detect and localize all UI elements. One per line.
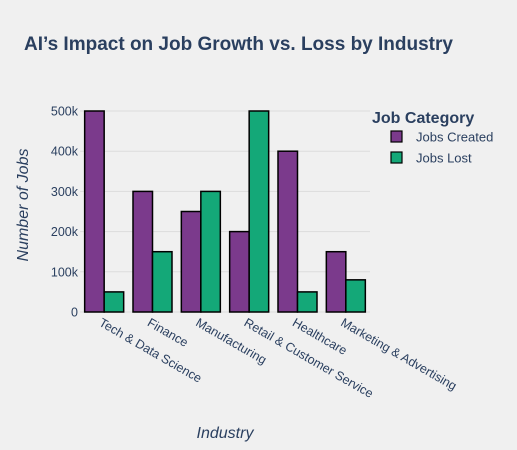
x-axis-title: Industry xyxy=(197,425,255,442)
y-axis-title: Number of Jobs xyxy=(15,149,32,262)
bars xyxy=(83,110,367,313)
bar-jobs-lost xyxy=(248,110,270,313)
bar-jobs-created xyxy=(325,250,347,313)
bar-jobs-lost xyxy=(345,279,367,313)
bar-jobs-lost xyxy=(296,291,318,313)
bar-jobs-created xyxy=(228,230,250,313)
y-tick-label: 0 xyxy=(71,306,78,320)
legend: Job Category Jobs Created Jobs Lost xyxy=(372,110,493,166)
bar-jobs-lost xyxy=(151,250,173,313)
y-axis-ticks: 0 100k 200k 300k 400k 500k xyxy=(51,105,79,320)
legend-title: Job Category xyxy=(372,110,474,127)
legend-label: Jobs Created xyxy=(416,130,493,145)
bar-jobs-created xyxy=(180,210,202,313)
bar-jobs-lost xyxy=(103,291,125,313)
y-tick-label: 200k xyxy=(51,225,79,239)
legend-items: Jobs Created Jobs Lost xyxy=(390,130,493,166)
y-tick-label: 500k xyxy=(51,105,79,119)
legend-swatch xyxy=(390,130,403,143)
gridlines xyxy=(80,110,370,313)
y-tick-label: 300k xyxy=(51,185,79,199)
chart-title: AI’s Impact on Job Growth vs. Loss by In… xyxy=(24,34,453,55)
y-tick-label: 100k xyxy=(51,265,79,279)
bar-jobs-created xyxy=(83,110,105,313)
y-tick-label: 400k xyxy=(51,145,79,159)
bar-jobs-lost xyxy=(200,190,222,313)
legend-swatch xyxy=(390,151,403,164)
bar-jobs-created xyxy=(132,190,154,313)
legend-label: Jobs Lost xyxy=(416,151,472,166)
bar-jobs-created xyxy=(277,150,299,313)
